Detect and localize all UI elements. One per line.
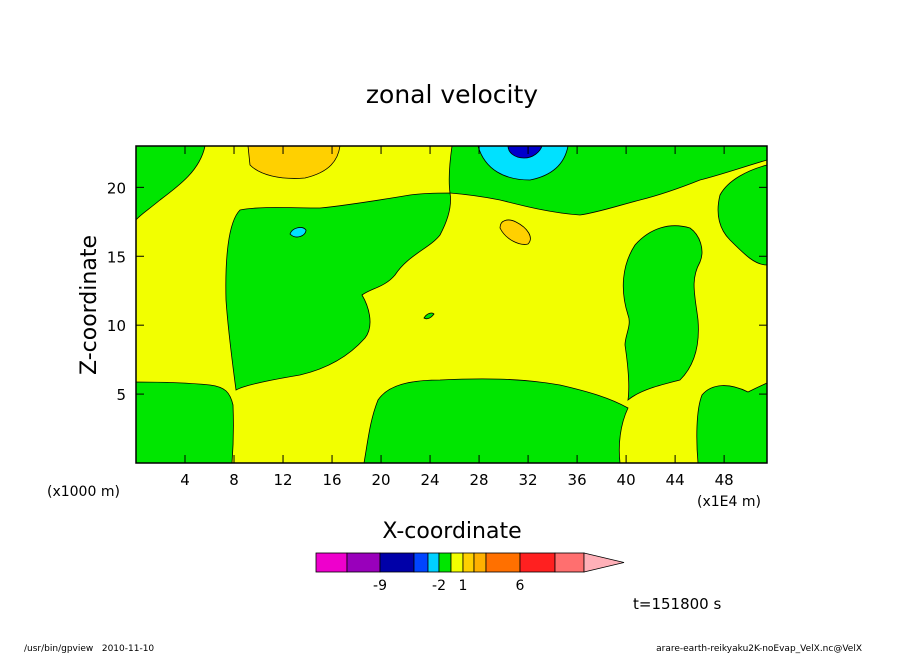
colorbar-swatch <box>346 552 381 573</box>
time-label: t=151800 s <box>633 595 721 613</box>
colorbar-swatch <box>473 552 487 573</box>
plot-frame <box>135 145 768 464</box>
x-unit-right: (x1E4 m) <box>697 494 761 510</box>
y-tick-label: 5 <box>116 386 126 404</box>
colorbar-swatch <box>315 552 348 573</box>
region-green-central <box>225 192 451 391</box>
region-cyan-small <box>289 227 307 238</box>
x-tick-label: 32 <box>519 471 538 489</box>
colorbar-arrow <box>583 552 625 573</box>
chart-title: zonal velocity <box>366 80 538 109</box>
plot-area <box>136 146 767 463</box>
footer-left: /usr/bin/gpview 2010-11-10 <box>24 644 154 654</box>
y-axis-ticks: 5 10 15 20 <box>107 179 767 404</box>
colorbar-swatch <box>413 552 429 573</box>
x-tick-label: 28 <box>470 471 489 489</box>
colorbar-tick-label: -2 <box>432 578 446 594</box>
colorbar: -9 -2 1 6 <box>315 552 625 594</box>
region-cyan-top <box>477 146 569 181</box>
region-green-bottom-left <box>136 381 234 463</box>
colorbar-swatch <box>427 552 440 573</box>
colorbar-swatch <box>379 552 415 573</box>
x-tick-label: 48 <box>715 471 734 489</box>
colorbar-swatch <box>519 552 556 573</box>
colorbar-swatch <box>554 552 585 573</box>
x-tick-label: 8 <box>229 471 239 489</box>
x-unit-left: (x1000 m) <box>47 484 120 500</box>
x-tick-label: 24 <box>421 471 440 489</box>
colorbar-tick-label: 1 <box>459 578 468 594</box>
y-tick-label: 15 <box>107 248 126 266</box>
region-blue-top <box>507 146 543 159</box>
x-tick-label: 16 <box>322 471 341 489</box>
y-tick-label: 10 <box>107 317 126 335</box>
x-tick-label: 12 <box>273 471 292 489</box>
colorbar-swatch <box>485 552 521 573</box>
region-green-right <box>622 225 703 401</box>
colorbar-swatch <box>450 552 464 573</box>
x-tick-label: 40 <box>617 471 636 489</box>
x-tick-label: 44 <box>666 471 685 489</box>
region-green-bottom-center <box>363 378 629 463</box>
region-green-bottom-right <box>696 382 767 463</box>
x-tick-label: 36 <box>568 471 587 489</box>
region-orange-top <box>247 146 341 179</box>
colorbar-swatch <box>462 552 475 573</box>
colorbar-tick-label: -9 <box>373 578 387 594</box>
colorbar-tick-label: 6 <box>516 578 525 594</box>
colorbar-swatch <box>438 552 452 573</box>
region-orange-mid <box>499 219 531 245</box>
x-tick-label: 20 <box>372 471 391 489</box>
region-green-top-left <box>136 146 206 221</box>
contour-regions <box>136 146 767 463</box>
y-tick-label: 20 <box>107 179 126 197</box>
y-axis-label: Z-coordinate <box>77 235 102 375</box>
x-tick-label: 4 <box>180 471 190 489</box>
x-axis-label: X-coordinate <box>382 519 521 544</box>
x-axis-ticks: 4 8 12 16 20 24 28 32 36 40 44 48 <box>180 146 734 489</box>
region-green-right-edge <box>717 164 767 266</box>
footer-right: arare-earth-reikyaku2K-noEvap_VelX.nc@Ve… <box>656 644 862 654</box>
region-green-tiny <box>423 312 435 320</box>
